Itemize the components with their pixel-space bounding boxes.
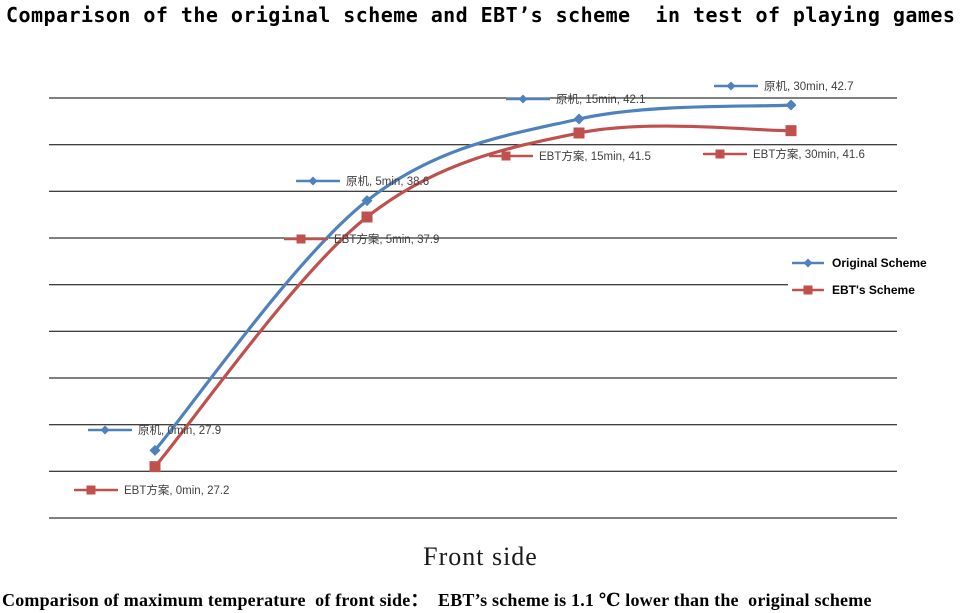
legend-key-original-glyph xyxy=(803,258,813,268)
data-label: EBT方案, 5min, 37.9 xyxy=(284,231,439,247)
ebt-marker-key-glyph xyxy=(86,485,96,495)
data-label: EBT方案, 30min, 41.6 xyxy=(703,146,865,162)
marker-ebt xyxy=(573,127,585,139)
ebt-marker-key-glyph xyxy=(501,151,511,161)
ebt-marker-key-glyph xyxy=(296,234,306,244)
data-label-text: EBT方案, 30min, 41.6 xyxy=(753,149,865,161)
original-marker-key-glyph xyxy=(308,176,318,186)
data-label-text: EBT方案, 5min, 37.9 xyxy=(334,234,440,246)
ebt-marker-key-icon xyxy=(284,234,328,244)
marker-original xyxy=(785,99,797,111)
marker-original xyxy=(573,113,585,125)
legend-key-original-icon xyxy=(792,258,824,268)
ebt-marker-key-glyph xyxy=(715,149,725,159)
ebt-marker-key-icon xyxy=(74,485,118,495)
ebt-marker-key-icon xyxy=(489,151,533,161)
data-label: EBT方案, 15min, 41.5 xyxy=(489,148,651,164)
ebt-marker-key-icon xyxy=(703,149,747,159)
marker-original xyxy=(149,444,161,456)
original-marker-key-icon xyxy=(296,176,340,186)
original-marker-key-glyph xyxy=(100,425,110,435)
data-label-text: EBT方案, 0min, 27.2 xyxy=(124,485,230,497)
x-axis-title: Front side xyxy=(423,542,538,571)
original-marker-key-glyph xyxy=(726,81,736,91)
data-label-text: 原机, 30min, 42.7 xyxy=(764,81,854,93)
legend-item-ebt: EBT's Scheme xyxy=(792,283,952,297)
original-marker-key-icon xyxy=(88,425,132,435)
series-line-original xyxy=(153,103,793,452)
data-label: 原机, 0min, 27.9 xyxy=(88,422,221,438)
caption: Comparison of maximum temperature of fro… xyxy=(2,590,872,610)
marker-original xyxy=(361,195,373,207)
original-marker-key-icon xyxy=(506,94,550,104)
data-label-text: 原机, 0min, 27.9 xyxy=(138,425,222,437)
chart-title: Comparison of the original scheme and EB… xyxy=(6,3,956,27)
original-marker-key-icon xyxy=(714,81,758,91)
marker-ebt xyxy=(361,211,373,223)
data-label: 原机, 30min, 42.7 xyxy=(714,78,853,94)
line-chart-svg xyxy=(49,97,897,519)
legend-label-ebt: EBT's Scheme xyxy=(832,283,915,297)
marker-ebt xyxy=(785,125,797,137)
legend: Original Scheme EBT's Scheme xyxy=(788,250,952,305)
data-label: 原机, 15min, 42.1 xyxy=(506,91,645,107)
data-label: 原机, 5min, 38.6 xyxy=(296,173,429,189)
data-label-text: 原机, 15min, 42.1 xyxy=(556,94,646,106)
original-marker-key-glyph xyxy=(518,94,528,104)
legend-label-original: Original Scheme xyxy=(832,256,927,270)
marker-ebt xyxy=(149,461,161,473)
series-line-ebt xyxy=(153,124,793,469)
data-label-text: EBT方案, 15min, 41.5 xyxy=(539,151,651,163)
data-label-text: 原机, 5min, 38.6 xyxy=(346,176,430,188)
legend-key-ebt-icon xyxy=(792,285,824,295)
data-label: EBT方案, 0min, 27.2 xyxy=(74,482,229,498)
legend-item-original: Original Scheme xyxy=(792,256,952,270)
legend-key-ebt-glyph xyxy=(803,285,813,295)
